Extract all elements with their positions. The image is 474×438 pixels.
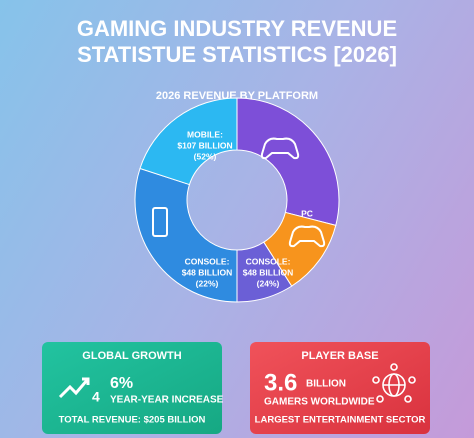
icon-text: 4 bbox=[92, 389, 100, 405]
card-footer: TOTAL REVENUE: $205 BILLION bbox=[59, 415, 206, 426]
card-big: 6% bbox=[110, 375, 133, 392]
globe-icon bbox=[372, 363, 416, 403]
segment-label: PC bbox=[301, 208, 313, 218]
segment-label: CONSOLE: bbox=[185, 256, 230, 266]
segment-label: CONSOLE: bbox=[246, 256, 291, 266]
segment-label: MOBILE: bbox=[187, 129, 223, 139]
segment-label: $107 BILLION bbox=[177, 140, 232, 150]
growth-card bbox=[42, 342, 222, 434]
chart-title: 2026 REVENUE BY PLATFORM bbox=[156, 90, 318, 102]
card-title: PLAYER BASE bbox=[301, 350, 378, 362]
player-card bbox=[250, 342, 430, 434]
card-caption: GAMERS WORLDWIDE bbox=[264, 397, 375, 408]
card-caption: YEAR-YEAR INCREASE bbox=[110, 395, 224, 406]
segment-label: $48 BILLION bbox=[182, 267, 233, 277]
phone-icon bbox=[152, 207, 168, 237]
icons bbox=[152, 137, 326, 248]
card-big: 3.6 bbox=[264, 369, 297, 396]
segment-label: (24%) bbox=[257, 278, 280, 288]
donut-segment bbox=[139, 97, 238, 186]
donut-segment bbox=[236, 97, 340, 226]
donut bbox=[134, 97, 340, 303]
title-line: GAMING INDUSTRY REVENUE bbox=[77, 16, 397, 41]
donut-segment bbox=[134, 167, 238, 303]
segment-label: (52%) bbox=[194, 151, 217, 161]
title-line: STATISTUE STATISTICS [2026] bbox=[77, 42, 397, 67]
gamepad-icon bbox=[260, 137, 300, 160]
segment-label: $48 BILLION bbox=[243, 267, 294, 277]
gamepad-icon bbox=[288, 225, 326, 248]
growth-icon bbox=[58, 377, 90, 399]
segment-label: (22%) bbox=[196, 278, 219, 288]
card-footer: LARGEST ENTERTAINMENT SECTOR bbox=[255, 415, 426, 426]
card-unit: BILLION bbox=[306, 379, 346, 390]
card-title: GLOBAL GROWTH bbox=[82, 350, 181, 362]
